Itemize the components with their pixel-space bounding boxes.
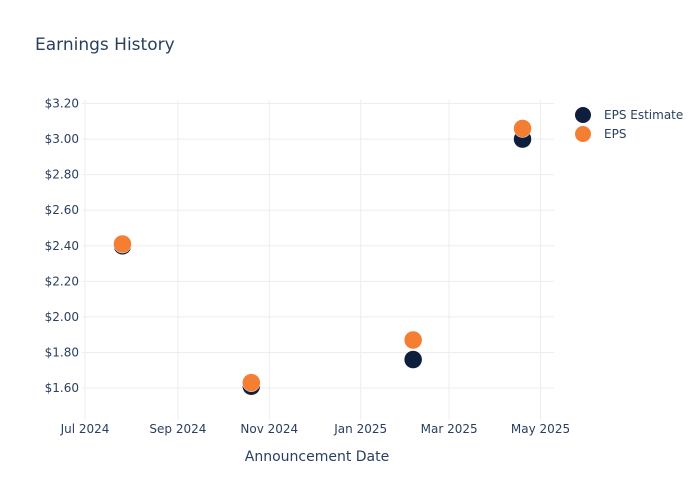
y-tick-label: $1.60 — [45, 381, 79, 395]
data-point[interactable] — [403, 330, 423, 350]
x-tick-label: Nov 2024 — [240, 422, 298, 436]
legend-label: EPS — [604, 127, 626, 141]
x-tick-label: Jan 2025 — [333, 422, 387, 436]
data-points — [113, 119, 532, 396]
data-point[interactable] — [513, 119, 532, 138]
y-tick-label: $1.80 — [45, 345, 79, 359]
y-tick-label: $2.40 — [45, 239, 79, 253]
chart-title: Earnings History — [35, 35, 175, 55]
data-point[interactable] — [113, 234, 132, 254]
legend-item[interactable]: EPS Estimate — [575, 107, 683, 123]
legend-item[interactable]: EPS — [575, 126, 626, 142]
legend-label: EPS Estimate — [604, 108, 683, 122]
legend[interactable]: EPS Estimate EPS — [575, 107, 683, 142]
y-tick-label: $2.80 — [45, 168, 79, 182]
data-point[interactable] — [242, 373, 261, 392]
legend-marker — [575, 107, 591, 123]
data-point[interactable] — [403, 350, 423, 369]
x-axis-title: Announcement Date — [245, 449, 389, 465]
y-axis-ticks: $1.60 $1.80 $2.00 $2.20 $2.40 $2.60 $2.80 $3.00… — [45, 97, 79, 395]
legend-marker — [575, 126, 591, 142]
x-axis-ticks: Jul 2024 Sep 2024 Nov 2024 Jan 2025 Mar 2025… — [60, 422, 571, 436]
x-tick-label: Mar 2025 — [421, 422, 478, 436]
x-tick-label: Sep 2024 — [149, 422, 206, 436]
y-tick-label: $3.00 — [45, 132, 79, 146]
y-tick-label: $3.20 — [45, 97, 79, 111]
grid-lines — [82, 100, 554, 420]
x-tick-label: Jul 2024 — [60, 422, 110, 436]
y-tick-label: $2.60 — [45, 203, 79, 217]
series-eps — [113, 119, 532, 392]
y-tick-label: $2.00 — [45, 310, 79, 324]
y-tick-label: $2.20 — [45, 274, 79, 288]
x-tick-label: May 2025 — [511, 422, 570, 436]
